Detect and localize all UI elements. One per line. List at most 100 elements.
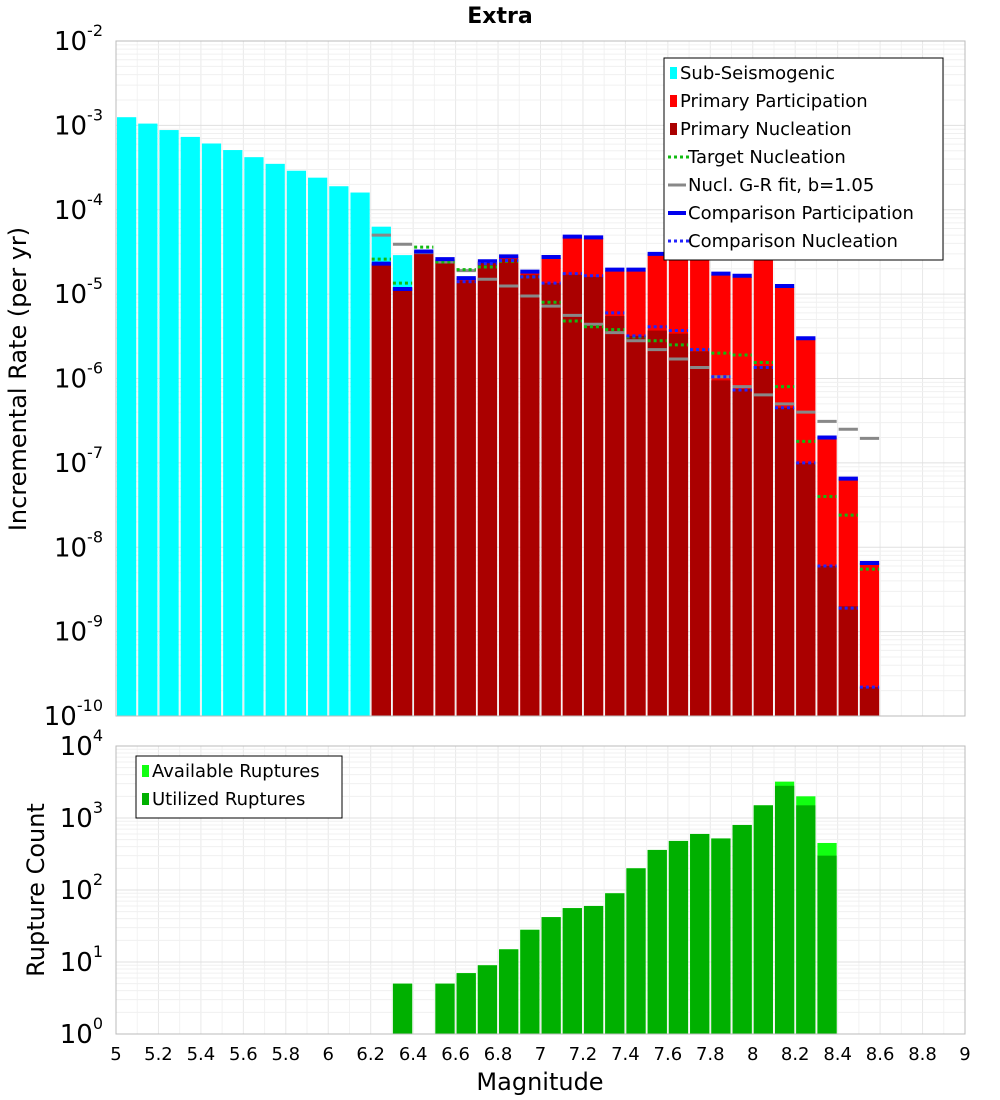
utilized-ruptures-bar: [774, 785, 795, 1034]
primary-nucleation-bar: [817, 565, 837, 716]
rate-legend-label: Primary Nucleation: [680, 119, 852, 140]
primary-nucleation-bar: [541, 283, 561, 716]
primary-nucleation-bar: [520, 274, 540, 716]
x-axis-ticks: 5 5.2 5.4 5.6 5.8 6 6.2 6.4 6.6 6.8 7 7.2 7.4 7.6 7.8 8…: [110, 1044, 970, 1065]
sub-seismogenic-bar: [223, 150, 243, 716]
x-tick-label: 6.2: [356, 1044, 385, 1065]
rate-y-tick-label: 10-9: [54, 612, 103, 648]
x-tick-label: 7: [535, 1044, 546, 1065]
count-y-axis-label: Rupture Count: [22, 803, 50, 977]
x-tick-label: 6.6: [441, 1044, 470, 1065]
rate-legend-label: Comparison Participation: [688, 203, 914, 224]
primary-nucleation-bar: [796, 462, 816, 716]
count-legend-label: Available Ruptures: [152, 761, 320, 782]
utilized-ruptures-bar: [499, 949, 519, 1034]
utilized-ruptures-bar: [626, 868, 646, 1034]
utilized-ruptures-bar: [817, 855, 837, 1034]
count-y-axis-ticks: 100 101 102 103 104: [60, 726, 103, 1050]
x-tick-label: 9: [959, 1044, 970, 1065]
utilized-ruptures-bar: [605, 893, 625, 1034]
count-y-tick-label: 100: [60, 1014, 103, 1050]
rate-legend-box: [663, 57, 944, 261]
rate-y-axis-label: Incremental Rate (per yr): [4, 227, 32, 531]
sub-seismogenic-bar: [138, 123, 158, 716]
x-tick-label: 8.6: [866, 1044, 895, 1065]
rate-legend-swatch: [670, 95, 677, 107]
rate-plot-bars: [117, 117, 880, 717]
count-legend-swatch: [142, 765, 149, 777]
count-y-tick-label: 102: [60, 870, 103, 906]
sub-seismogenic-bar: [159, 130, 179, 717]
x-tick-label: 5.4: [187, 1044, 216, 1065]
count-plot-bars: [392, 781, 837, 1034]
x-tick-label: 6: [323, 1044, 334, 1065]
x-tick-label: 5.2: [144, 1044, 173, 1065]
utilized-ruptures-bar: [668, 840, 689, 1034]
sub-seismogenic-bar: [244, 157, 264, 717]
count-y-tick-label: 104: [60, 726, 103, 762]
sub-seismogenic-bar: [329, 186, 349, 716]
rate-y-tick-label: 10-4: [54, 190, 103, 226]
rate-y-tick-label: 10-10: [44, 696, 103, 732]
primary-nucleation-bar: [668, 333, 689, 716]
rate-y-tick-label: 10-5: [54, 274, 103, 310]
x-tick-label: 5.6: [229, 1044, 258, 1065]
rate-y-tick-label: 10-8: [54, 527, 103, 563]
x-tick-label: 8.8: [908, 1044, 937, 1065]
sub-seismogenic-bar: [308, 177, 328, 716]
utilized-ruptures-bar: [711, 838, 731, 1034]
utilized-ruptures-bar: [456, 973, 476, 1034]
x-tick-label: 6.8: [484, 1044, 513, 1065]
rate-legend-label: Primary Participation: [680, 91, 868, 112]
x-tick-label: 8.2: [781, 1044, 810, 1065]
primary-nucleation-bar: [838, 606, 858, 716]
rate-plot-markers: [371, 233, 880, 689]
utilized-ruptures-bar: [520, 929, 540, 1034]
x-tick-label: 5.8: [271, 1044, 300, 1065]
utilized-ruptures-bar: [541, 917, 561, 1034]
rate-legend: Sub-Seismogenic Primary Participation Prim…: [663, 57, 944, 261]
primary-nucleation-bar: [626, 335, 646, 716]
rate-legend-label: Target Nucleation: [687, 147, 846, 168]
rate-legend-swatch: [670, 123, 677, 135]
rate-y-tick-label: 10-2: [54, 21, 103, 57]
utilized-ruptures-bar: [647, 849, 667, 1034]
utilized-ruptures-bar: [392, 983, 413, 1034]
primary-nucleation-bar: [414, 251, 434, 716]
rate-plot-frame: [115, 40, 966, 717]
count-legend-label: Utilized Ruptures: [152, 789, 305, 810]
count-legend-swatch: [142, 793, 149, 805]
x-tick-label: 7.8: [696, 1044, 725, 1065]
utilized-ruptures-bar: [732, 824, 752, 1034]
x-tick-label: 7.2: [569, 1044, 598, 1065]
sub-seismogenic-bar: [117, 117, 137, 716]
utilized-ruptures-bar: [477, 965, 498, 1034]
sub-seismogenic-bar: [201, 143, 222, 716]
primary-participation-bar: [859, 563, 880, 716]
rate-y-tick-label: 10-3: [54, 105, 103, 141]
rate-legend-label: Sub-Seismogenic: [680, 63, 835, 84]
primary-nucleation-bar: [435, 260, 455, 716]
primary-nucleation-bar: [562, 274, 582, 716]
sub-seismogenic-bar: [265, 163, 285, 717]
x-tick-label: 6.4: [399, 1044, 428, 1065]
sub-seismogenic-bar: [350, 192, 370, 717]
primary-nucleation-bar: [477, 262, 498, 716]
utilized-ruptures-bar: [753, 805, 773, 1034]
primary-nucleation-bar: [499, 259, 519, 716]
primary-nucleation-bar: [732, 389, 752, 716]
chart-title: Extra: [467, 4, 532, 29]
x-tick-label: 8.4: [823, 1044, 852, 1065]
primary-nucleation-bar: [605, 316, 625, 716]
utilized-ruptures-bar: [690, 833, 710, 1034]
rate-legend-label: Comparison Nucleation: [688, 231, 898, 252]
primary-nucleation-bar: [647, 330, 667, 716]
x-tick-label: 8: [747, 1044, 758, 1065]
count-legend-box: [135, 755, 343, 819]
utilized-ruptures-bar: [562, 908, 582, 1034]
x-tick-label: 5: [110, 1044, 121, 1065]
rate-y-axis-ticks: 10-10 10-9 10-8 10-7 10-6 10-5 10-4 10-3 10-2: [44, 21, 103, 732]
utilized-ruptures-bar: [583, 905, 604, 1034]
x-axis-label: Magnitude: [476, 1068, 603, 1096]
